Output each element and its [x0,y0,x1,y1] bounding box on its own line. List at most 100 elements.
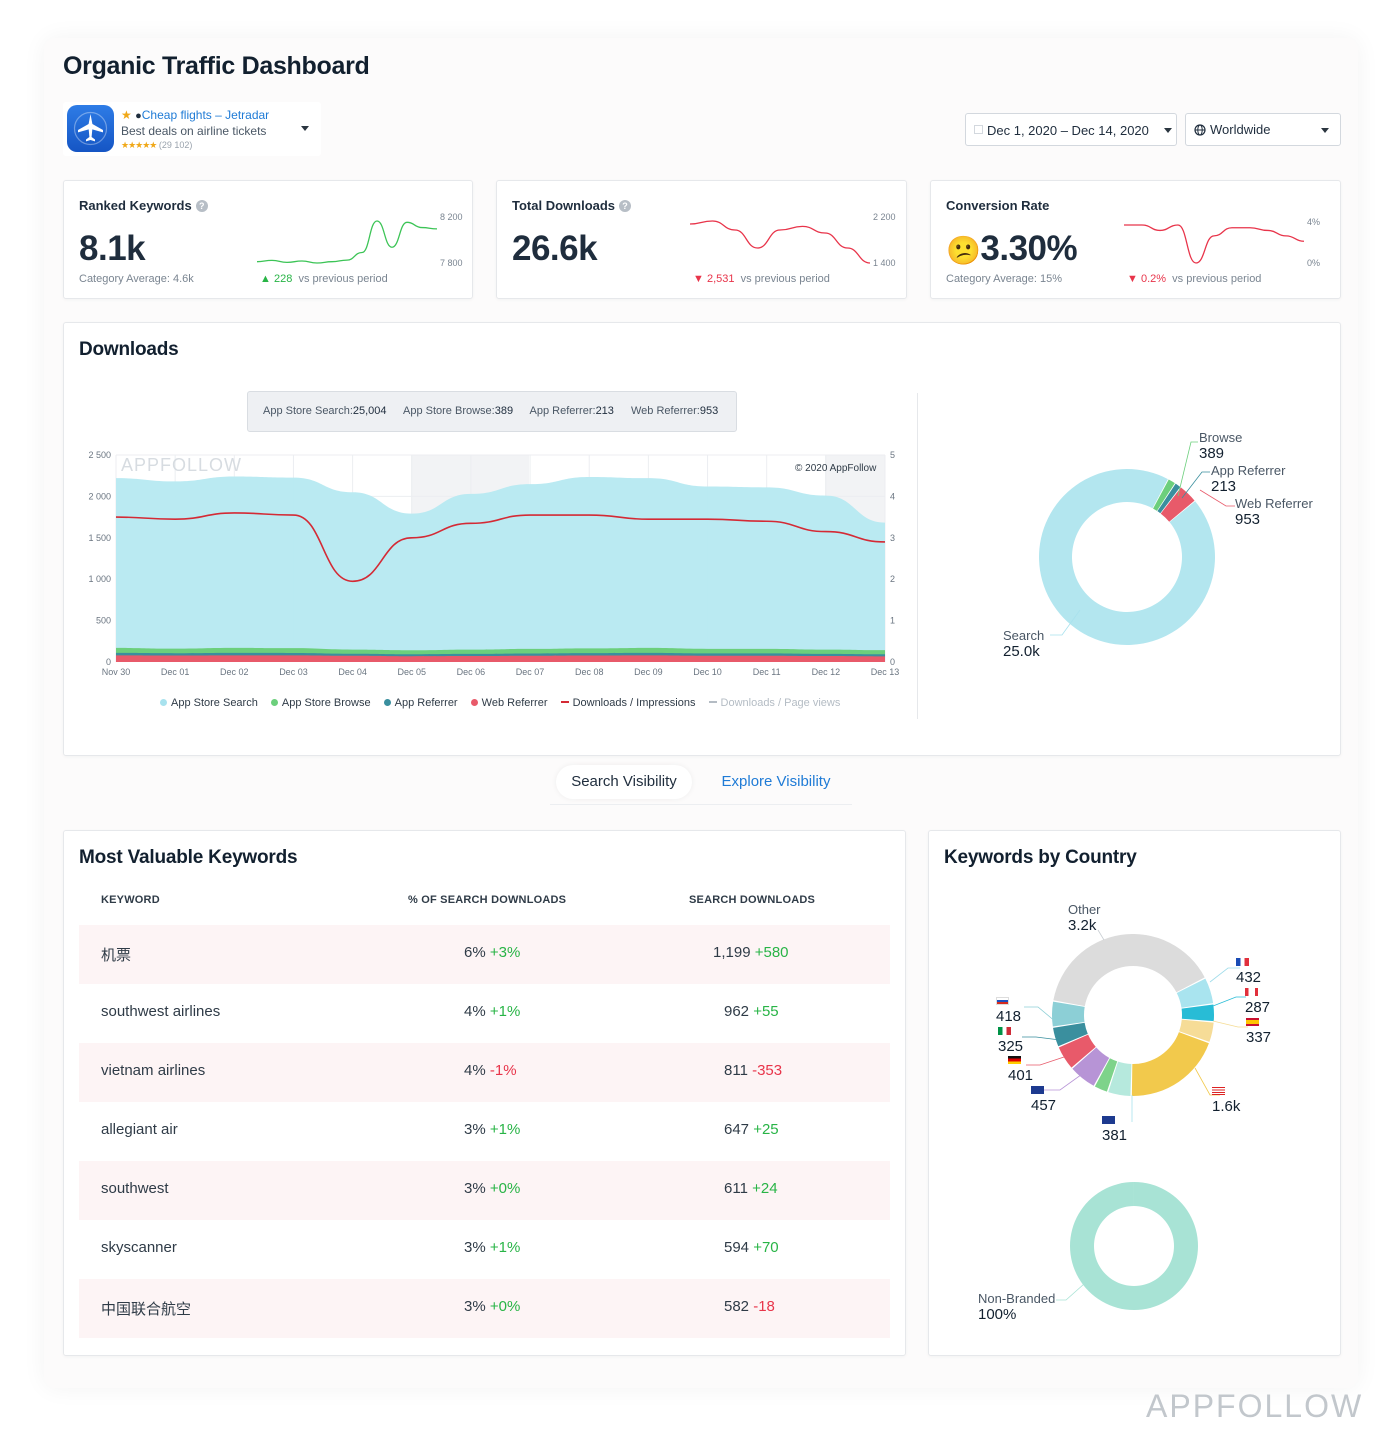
table-row[interactable]: vietnam airlines 4% -1% 811 -353 [79,1043,890,1102]
percent-cell: 3% +0% [464,1180,520,1197]
table-row[interactable]: 机票 6% +3% 1,199 +580 [79,925,890,984]
legend-item[interactable]: Downloads / Impressions [560,697,695,709]
percent-delta: +1% [489,1239,521,1256]
airplane-icon [73,111,108,146]
tab-explore-visibility[interactable]: Explore Visibility [721,773,831,790]
downloads-title: Downloads [79,339,179,360]
legend-item[interactable]: App Store Search [160,697,258,709]
x-tick-label: Dec 13 [871,667,900,677]
table-row[interactable]: southwest airlines 4% +1% 962 +55 [79,984,890,1043]
date-range-select[interactable]: Dec 1, 2020 – Dec 14, 2020 [965,113,1177,146]
downloads-donut-slice [1039,469,1215,645]
kpi-value: 8.1k [79,229,146,268]
appfollow-watermark: APPFOLLOW [1146,1388,1364,1424]
kpi-delta-text: vs previous period [1172,273,1262,285]
sparkline-path [690,220,870,264]
legend-label: Web Referrer [481,697,548,709]
percent-delta: +0% [489,1180,521,1197]
app-icon [67,105,114,152]
country-donut-slice [1053,934,1205,1007]
region-value: Worldwide [1210,122,1271,137]
x-tick-label: Dec 09 [634,667,663,677]
x-tick-label: Dec 02 [220,667,249,677]
y-tick-label: 500 [96,616,111,626]
country-value-de: 401 [1008,1067,1034,1084]
country-donut-slice [1058,1034,1096,1068]
column-header-downloads[interactable]: SEARCH DOWNLOADS [689,894,816,906]
y-tick-label: 2 500 [88,450,111,460]
country-value-ca: 287 [1245,999,1271,1016]
table-row[interactable]: allegiant air 3% +1% 647 +25 [79,1102,890,1161]
kpi-delta-value: 2,531 [706,273,735,285]
downloads-delta: +55 [753,1003,779,1020]
triangle-up-icon: ▲ [260,273,271,285]
other-value: 3.2k [1068,917,1097,934]
x-tick-label: Nov 30 [102,667,131,677]
tooltip-label: App Store Search: [263,405,353,417]
us-flag-icon [1212,1087,1225,1095]
legend-item[interactable]: App Referrer [383,697,458,709]
percent-value: 4% [464,1062,486,1079]
legend-dot-icon [160,699,167,706]
country-donut-slice [1179,1019,1214,1042]
column-header-keyword[interactable]: KEYWORD [101,894,160,906]
kpi-label: Ranked Keywords? [79,198,208,213]
help-icon[interactable]: ? [195,200,208,212]
help-icon[interactable]: ? [619,200,632,212]
column-header-percent[interactable]: % OF SEARCH DOWNLOADS [408,894,567,906]
x-tick-label: Dec 05 [398,667,427,677]
app-selector[interactable]: ★ ●Cheap flights – Jetradar Best deals o… [63,102,321,156]
tooltip-value: 213 [595,405,614,417]
downloads-delta: +24 [752,1180,778,1197]
y2-tick-label: 1 [890,616,895,626]
legend-item[interactable]: Downloads / Page views [708,697,840,709]
country-donut-slice [1181,1004,1214,1022]
x-tick-label: Dec 06 [457,667,486,677]
percent-delta: +1% [489,1121,521,1138]
region-select[interactable]: Worldwide [1185,113,1341,146]
ranked-keywords-sparkline [257,220,437,264]
percent-delta: +0% [489,1298,521,1315]
downloads-delta: +70 [753,1239,779,1256]
legend-item[interactable]: Web Referrer [470,697,548,709]
legend-dot-icon [383,699,391,706]
downloads-area-chart: 0 500 1 000 1 500 2 000 2 500 0 1 2 3 4 5 Nov 30 Dec … [88,450,900,677]
percent-value: 3% [464,1298,486,1315]
downloads-cell: 647 +25 [724,1121,779,1138]
downloads-donut-slice [1153,479,1175,511]
tabs-underline [550,804,852,805]
keywords-title: Most Valuable Keywords [79,847,298,868]
australia-flag-icon [1102,1116,1115,1124]
kpi-value-text: 3.30% [980,229,1078,268]
legend-item[interactable]: App Store Browse [270,697,371,709]
table-row[interactable]: skyscanner 3% +1% 594 +70 [79,1220,890,1279]
app-name[interactable]: ★ ●Cheap flights – Jetradar [121,108,269,122]
web-referrer-value: 953 [1235,511,1261,528]
app-rating: ★★★★★ (29 102) [121,140,192,151]
table-row[interactable]: 中国联合航空 3% +0% 582 -18 [79,1279,890,1338]
spain-flag-icon [1246,1018,1259,1026]
germany-flag-icon [1008,1056,1021,1064]
kpi-value: 26.6k [512,229,598,268]
country-donut-slice [1072,1047,1110,1086]
tooltip-value: 389 [494,405,514,417]
kpi-delta: ▼ 2,531 vs previous period [693,273,830,285]
y2-tick-label: 3 [890,533,895,543]
downloads-delta: -353 [752,1062,783,1079]
table-row[interactable]: southwest 3% +0% 611 +24 [79,1161,890,1220]
kpi-label-text: Total Downloads [512,198,616,213]
tab-search-visibility[interactable]: Search Visibility [556,765,692,799]
country-value-it: 325 [998,1038,1024,1055]
country-value-au: 381 [1102,1127,1128,1144]
tooltip-value: 953 [699,405,719,417]
chart-copyright: © 2020 AppFollow [795,463,877,474]
percent-value: 3% [464,1121,486,1138]
downloads-donut-chart [1039,469,1215,645]
canada-flag-icon [1245,988,1258,996]
country-donut-slice [1108,1061,1132,1096]
keyword-cell: skyscanner [101,1239,177,1256]
downloads-cell: 962 +55 [724,1003,779,1020]
globe-icon [1194,124,1206,136]
downloads-delta: +25 [753,1121,779,1138]
donut-leader-lines [1050,441,1235,636]
